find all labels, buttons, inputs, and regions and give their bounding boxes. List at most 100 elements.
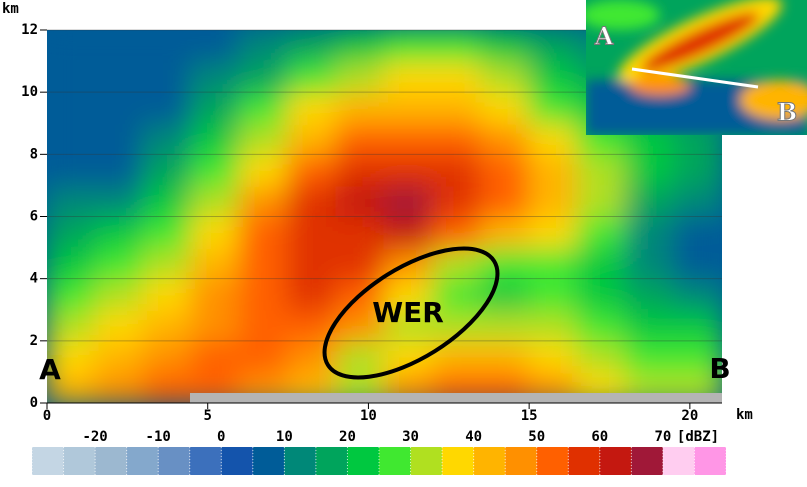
- field-cell: [624, 246, 675, 280]
- field-cell: [335, 122, 386, 156]
- field-cell: [576, 184, 627, 218]
- field-cell: [47, 370, 97, 403]
- field-cell: [335, 30, 386, 63]
- field-cell: [479, 122, 531, 156]
- field-cell: [528, 277, 579, 311]
- field-cell: [383, 184, 434, 218]
- field-cell: [238, 277, 290, 311]
- x-tick-label: 0: [43, 408, 51, 424]
- field-cell: [287, 277, 338, 311]
- field-cell: [383, 308, 434, 342]
- field-cell: [190, 339, 241, 373]
- colorbar-tick-label: 40: [465, 429, 482, 445]
- field-cell: [624, 215, 675, 249]
- colorbar-swatch: [568, 447, 600, 475]
- field-cell: [383, 215, 434, 249]
- field-cell: [528, 308, 579, 342]
- field-cell: [94, 215, 145, 249]
- field-cell: [528, 60, 579, 94]
- colorbar-swatch: [505, 447, 537, 475]
- y-tick-label: 10: [21, 84, 38, 100]
- field-cell: [142, 122, 193, 156]
- field-cell: [479, 339, 531, 373]
- field-cell: [190, 91, 241, 125]
- field-cell: [335, 246, 386, 280]
- x-tick-label: 15: [521, 408, 538, 424]
- field-cell: [576, 308, 627, 342]
- field-cell: [576, 215, 627, 249]
- field-cell: [94, 91, 145, 125]
- wer-ellipse: [322, 246, 500, 380]
- field-cell: [672, 339, 722, 373]
- field-cell: [287, 91, 338, 125]
- field-cell: [672, 277, 722, 311]
- colorbar-tick-label: -20: [82, 429, 107, 445]
- colorbar-swatch: [32, 447, 64, 475]
- field-cell: [624, 184, 675, 218]
- field-cell: [94, 30, 145, 63]
- colorbar-swatch: [410, 447, 443, 475]
- x-axis-unit: km: [736, 407, 753, 423]
- field-cell: [576, 277, 627, 311]
- field-cell: [94, 277, 145, 311]
- field-cell: [142, 91, 193, 125]
- field-cell: [47, 153, 97, 187]
- inset: A B: [586, 0, 807, 135]
- field-cell: [287, 184, 338, 218]
- field-cell: [190, 277, 241, 311]
- colorbar-swatch: [158, 447, 190, 475]
- field-cell: [528, 30, 579, 63]
- field-cell: [142, 246, 193, 280]
- field-cell: [190, 153, 241, 187]
- field-cell: [47, 122, 97, 156]
- field-cell: [672, 246, 722, 280]
- field-cell: [142, 277, 193, 311]
- field-cell: [672, 215, 722, 249]
- field-cell: [47, 30, 97, 63]
- field-cell: [94, 246, 145, 280]
- field-cell: [431, 184, 482, 218]
- field-cell: [335, 91, 386, 125]
- field-cell: [576, 246, 627, 280]
- colorbar-tick-label: -10: [146, 429, 171, 445]
- field-cell: [238, 122, 290, 156]
- field-cell: [479, 60, 531, 94]
- colorbar-tick-label: 70: [654, 429, 671, 445]
- field-cell: [672, 184, 722, 218]
- field-cell: [528, 122, 579, 156]
- field-cell: [287, 60, 338, 94]
- field-cell: [287, 153, 338, 187]
- field-cell: [383, 60, 434, 94]
- field-cell: [238, 184, 290, 218]
- field-cell: [479, 30, 531, 63]
- inset-label-b: B: [777, 98, 797, 127]
- field-cell: [383, 91, 434, 125]
- field-cell: [576, 339, 627, 373]
- colorbar-swatch: [284, 447, 316, 475]
- colorbar-tick-label: 30: [402, 429, 419, 445]
- colorbar-swatch: [694, 447, 726, 475]
- field-cell: [47, 277, 97, 311]
- wer-label: WER: [372, 296, 444, 329]
- colorbar-tick-label: 20: [339, 429, 356, 445]
- field-cell: [94, 184, 145, 218]
- field-cell: [528, 153, 579, 187]
- y-tick-label: 8: [30, 146, 38, 162]
- field-cell: [479, 246, 531, 280]
- field-cell: [528, 215, 579, 249]
- field-cell: [238, 246, 290, 280]
- colorbar-swatch: [442, 447, 474, 475]
- field-cell: [94, 153, 145, 187]
- field-cell: [672, 153, 722, 187]
- field-cell: [335, 215, 386, 249]
- field-cell: [576, 153, 627, 187]
- field-cell: [238, 153, 290, 187]
- field-cell: [624, 277, 675, 311]
- y-tick-label: 4: [30, 271, 38, 287]
- field-cell: [287, 215, 338, 249]
- field-cell: [335, 153, 386, 187]
- colorbar-swatch: [95, 447, 127, 475]
- field-cell: [142, 30, 193, 63]
- colorbar-swatch: [662, 447, 695, 475]
